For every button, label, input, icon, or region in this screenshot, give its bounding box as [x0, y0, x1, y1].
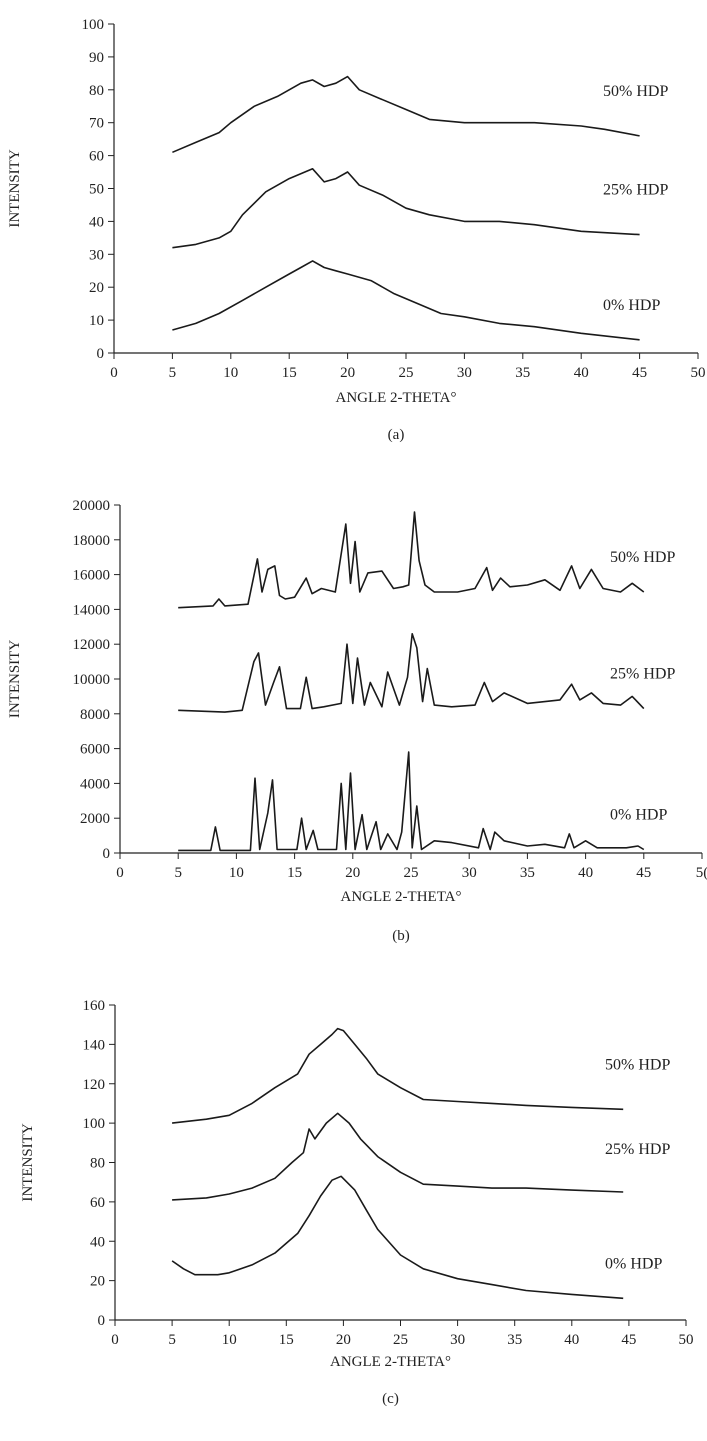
series-line-25-hdp: [172, 1112, 624, 1201]
y-tick-label: 40: [90, 1234, 105, 1250]
x-tick-label: 30: [450, 1332, 465, 1348]
x-tick-label: 40: [564, 1332, 579, 1348]
x-tick-label: 45: [632, 365, 647, 381]
x-tick-label: 10: [222, 1332, 237, 1348]
series-line-25-hdp: [178, 632, 645, 713]
y-tick-label: 8000: [80, 707, 110, 723]
series-line-0-hdp: [178, 751, 645, 852]
series-line-50-hdp: [178, 511, 645, 609]
y-tick-label: 70: [89, 116, 104, 132]
y-tick-label: 140: [83, 1037, 106, 1053]
x-tick-label: 40: [578, 865, 593, 881]
y-tick-label: 14000: [73, 602, 111, 618]
y-tick-label: 160: [83, 998, 106, 1014]
x-tick-label: 5: [174, 865, 182, 881]
y-tick-label: 60: [89, 149, 104, 165]
y-tick-label: 2000: [80, 811, 110, 827]
x-tick-label: 15: [279, 1332, 294, 1348]
y-axis-title: INTENSITY: [7, 640, 23, 718]
x-axis-title: ANGLE 2-THETA°: [330, 1354, 451, 1370]
y-tick-label: 100: [82, 17, 105, 33]
y-tick-label: 20: [89, 280, 104, 296]
x-tick-label: 0: [111, 1332, 119, 1348]
x-tick-label: 25: [399, 365, 414, 381]
y-tick-label: 50: [89, 182, 104, 198]
x-tick-label: 35: [507, 1332, 522, 1348]
y-tick-label: 4000: [80, 776, 110, 792]
series-label: 25% HDP: [603, 182, 668, 199]
series-line-25-hdp: [172, 168, 640, 249]
series-line-0-hdp: [172, 260, 640, 341]
x-tick-label: 5: [169, 365, 177, 381]
panel-label: (c): [382, 1391, 399, 1407]
x-tick-label: 15: [287, 865, 302, 881]
series-label: 50% HDP: [603, 83, 668, 100]
x-tick-label: 15: [282, 365, 297, 381]
chart-panel-b: 0 2000 4000 6000 8000 10000 12000 14000 16000 180…: [7, 498, 707, 944]
x-tick-label: 45: [621, 1332, 636, 1348]
x-tick-label: 25: [393, 1332, 408, 1348]
series-label: 0% HDP: [603, 297, 660, 314]
y-tick-label: 100: [83, 1116, 106, 1132]
y-tick-label: 0: [103, 846, 111, 862]
chart-panel-c: 0 20 40 60 80 100 120 140 160 0 5 10 15 20 25 30 35 40 45 5…: [20, 998, 694, 1407]
x-tick-label: 10: [223, 365, 238, 381]
y-tick-label: 120: [83, 1077, 106, 1093]
x-tick-label: 5: [168, 1332, 176, 1348]
y-tick-label: 90: [89, 50, 104, 66]
x-tick-label: 25: [404, 865, 419, 881]
x-axis-title: ANGLE 2-THETA°: [340, 889, 461, 905]
y-tick-label: 0: [97, 346, 105, 362]
y-tick-label: 80: [90, 1156, 105, 1172]
series-label: 25% HDP: [610, 666, 675, 683]
y-tick-label: 12000: [73, 637, 111, 653]
y-tick-label: 10000: [73, 672, 111, 688]
x-tick-label: 0: [116, 865, 124, 881]
x-tick-label: 40: [574, 365, 589, 381]
series-label: 50% HDP: [610, 549, 675, 566]
series-label: 0% HDP: [610, 807, 667, 824]
x-tick-label: 50: [679, 1332, 694, 1348]
y-tick-label: 16000: [73, 568, 111, 584]
series-line-50-hdp: [172, 75, 640, 154]
y-tick-label: 10: [89, 313, 104, 329]
x-tick-label: 20: [340, 365, 355, 381]
series-label: 50% HDP: [605, 1056, 670, 1073]
y-tick-label: 30: [89, 247, 104, 263]
x-tick-label: 35: [520, 865, 535, 881]
y-axis-title: INTENSITY: [7, 149, 23, 227]
x-tick-label: 10: [229, 865, 244, 881]
x-tick-label: 30: [462, 865, 477, 881]
series-label: 0% HDP: [605, 1255, 662, 1272]
y-tick-label: 0: [98, 1313, 106, 1329]
x-tick-label: 50: [691, 365, 706, 381]
panel-label: (b): [392, 928, 410, 944]
x-tick-label: 0: [110, 365, 118, 381]
chart-panel-a: 0 10 20 30 40 50 60 70 80 90 100 0 5 10 15 20 25 30 35 40 45…: [7, 17, 706, 443]
y-tick-label: 6000: [80, 742, 110, 758]
y-axis-title: INTENSITY: [20, 1123, 36, 1201]
x-tick-label: 30: [457, 365, 472, 381]
series-line-50-hdp: [172, 1027, 624, 1124]
y-tick-label: 40: [89, 214, 104, 230]
panel-label: (a): [388, 427, 405, 443]
y-tick-label: 20: [90, 1274, 105, 1290]
y-tick-label: 60: [90, 1195, 105, 1211]
y-tick-label: 18000: [73, 533, 111, 549]
y-tick-label: 80: [89, 83, 104, 99]
series-label: 25% HDP: [605, 1141, 670, 1158]
series-line-0-hdp: [171, 1175, 624, 1300]
x-axis-title: ANGLE 2-THETA°: [335, 390, 456, 406]
x-tick-label: 5(: [696, 865, 707, 881]
x-tick-label: 45: [636, 865, 651, 881]
x-tick-label: 20: [345, 865, 360, 881]
x-tick-label: 20: [336, 1332, 351, 1348]
y-tick-label: 20000: [73, 498, 111, 514]
x-tick-label: 35: [515, 365, 530, 381]
